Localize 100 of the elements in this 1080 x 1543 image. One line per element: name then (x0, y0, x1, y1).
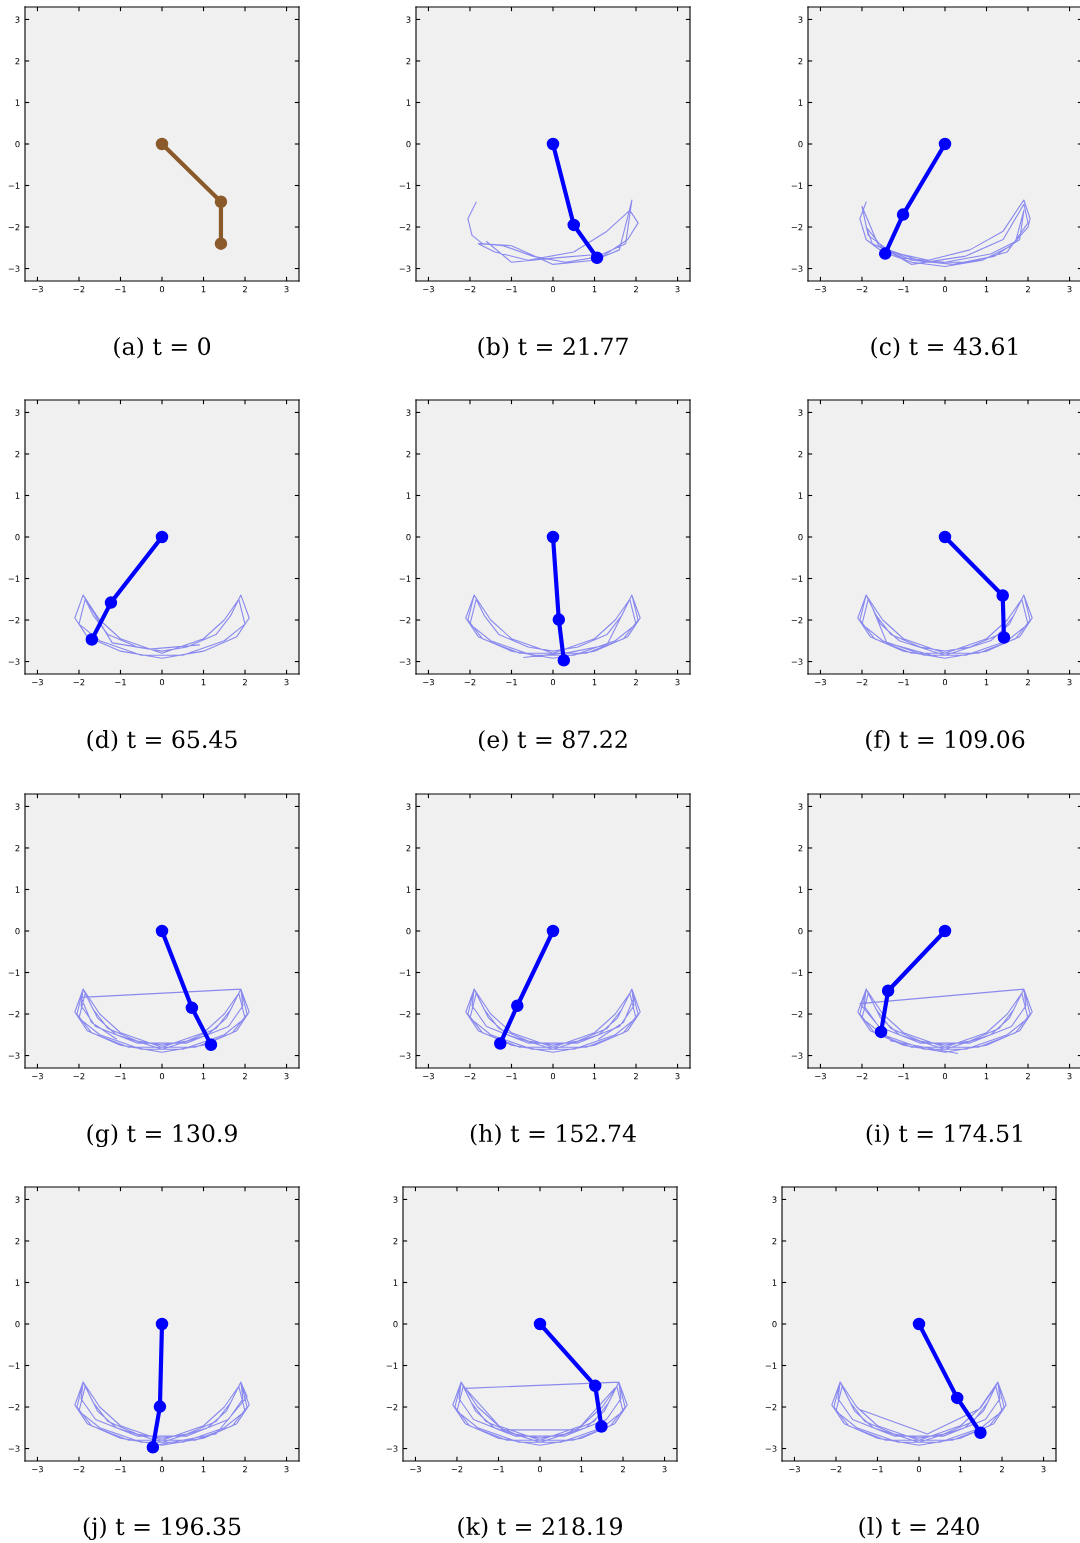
x-tick-label: −2 (464, 1073, 476, 1080)
x-tick-label: −1 (506, 286, 517, 293)
x-tick-label: 2 (1025, 1073, 1030, 1080)
y-tick-label: 0 (798, 533, 803, 541)
x-tick-label: 0 (159, 679, 165, 686)
y-tick-label: 2 (15, 450, 20, 458)
point (146, 1441, 160, 1454)
x-tick-label: 3 (1041, 1466, 1046, 1473)
x-tick-label: −3 (32, 1466, 43, 1473)
y-tick-label: −2 (8, 224, 20, 231)
x-tick-label: 1 (984, 679, 989, 686)
point (185, 1001, 199, 1015)
x-tick-label: 2 (242, 286, 247, 293)
y-tick-label: 1 (406, 492, 411, 499)
y-tick-label: 1 (393, 1279, 398, 1286)
x-tick-label: 1 (592, 679, 597, 686)
x-tick-label: −3 (423, 1073, 434, 1080)
y-tick-label: 1 (798, 886, 803, 893)
point (155, 137, 169, 151)
y-tick-label: 2 (798, 844, 803, 852)
x-tick-label: 3 (662, 1466, 667, 1473)
y-tick-label: −2 (8, 1011, 20, 1018)
y-tick-label: −3 (386, 1445, 398, 1452)
x-tick-label: 2 (999, 1466, 1004, 1473)
x-tick-label: 0 (916, 1466, 922, 1473)
y-tick-label: 2 (406, 844, 411, 852)
point (912, 1317, 926, 1331)
y-tick-label: −1 (399, 182, 411, 189)
y-tick-label: 0 (15, 140, 20, 148)
y-tick-label: 2 (798, 57, 803, 65)
y-tick-label: −2 (8, 617, 20, 624)
y-tick-label: −1 (8, 969, 20, 976)
x-tick-label: 1 (579, 1466, 584, 1473)
y-tick-label: 1 (406, 886, 411, 893)
y-tick-label: 0 (406, 140, 411, 148)
y-tick-label: 3 (798, 409, 803, 416)
point (546, 924, 560, 938)
point (595, 1420, 608, 1433)
point (533, 1317, 547, 1331)
line-series (465, 988, 641, 1053)
point (878, 247, 892, 260)
y-tick-label: −2 (386, 1404, 398, 1411)
x-tick-label: 3 (284, 286, 289, 293)
x-tick-label: 2 (620, 1466, 625, 1473)
line-series (74, 988, 250, 1053)
x-tick-label: 1 (201, 1466, 206, 1473)
y-tick-label: −2 (8, 1404, 20, 1411)
point (567, 218, 581, 232)
x-tick-label: −3 (815, 286, 826, 293)
y-tick-label: 1 (15, 99, 20, 106)
point (938, 924, 952, 938)
x-tick-label: 1 (201, 679, 206, 686)
x-tick-label: 0 (942, 286, 948, 293)
y-tick-label: 3 (406, 803, 411, 810)
point (153, 1400, 167, 1413)
line-series (857, 988, 1033, 1055)
x-tick-label: −3 (32, 286, 43, 293)
x-tick-label: −3 (423, 679, 434, 686)
point (85, 633, 99, 646)
line-series (857, 594, 1033, 659)
text: (i) t = 174.51 (866, 1123, 1022, 1146)
y-tick-label: 3 (798, 803, 803, 810)
y-tick-label: 1 (406, 99, 411, 106)
text: (e) t = 87.22 (478, 729, 627, 752)
y-tick-label: 3 (15, 409, 20, 416)
y-tick-label: 0 (406, 927, 411, 935)
point (950, 1391, 964, 1405)
x-tick-label: −2 (73, 1466, 85, 1473)
x-tick-label: 0 (159, 286, 165, 293)
y-tick-label: −1 (791, 575, 803, 582)
x-tick-label: 0 (550, 1073, 556, 1080)
y-tick-label: 2 (15, 57, 20, 65)
x-tick-label: −2 (464, 679, 476, 686)
y-tick-label: 0 (393, 1320, 398, 1328)
x-tick-label: −2 (451, 1466, 463, 1473)
x-tick-label: 2 (1025, 679, 1030, 686)
y-tick-label: −3 (8, 1445, 20, 1452)
y-tick-label: 0 (406, 533, 411, 541)
y-tick-label: 1 (15, 1279, 20, 1286)
point (552, 613, 566, 626)
point (155, 1317, 169, 1331)
line-series (859, 199, 1031, 268)
x-tick-label: 1 (592, 1073, 597, 1080)
x-tick-label: −1 (115, 286, 126, 293)
x-tick-label: −3 (815, 1073, 826, 1080)
y-tick-label: 2 (393, 1237, 398, 1245)
point (997, 631, 1011, 644)
point (874, 1025, 888, 1039)
text: (k) t = 218.19 (458, 1516, 622, 1539)
y-tick-label: −1 (8, 575, 20, 582)
x-tick-label: 0 (942, 679, 948, 686)
y-tick-label: 0 (798, 140, 803, 148)
point (996, 589, 1009, 602)
x-tick-label: −2 (856, 679, 868, 686)
text: (b) t = 21.77 (478, 336, 628, 359)
y-tick-label: −2 (765, 1404, 777, 1411)
y-tick-label: −3 (791, 265, 803, 272)
line-series (831, 1381, 1007, 1446)
point (557, 654, 571, 667)
x-tick-label: 0 (537, 1466, 543, 1473)
